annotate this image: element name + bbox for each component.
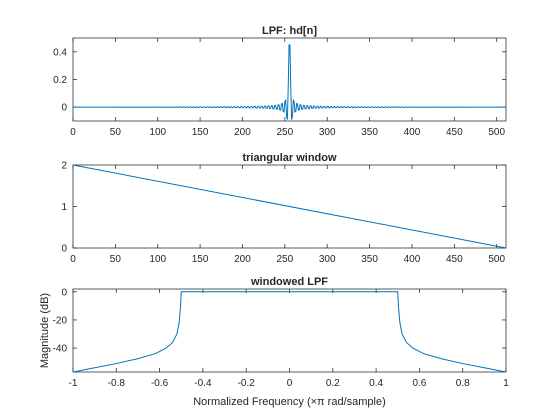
series-line [72,164,507,249]
y-tick-label: 0.2 [53,75,67,86]
x-tick-label: 150 [192,127,209,138]
x-tick-label: 250 [276,127,293,138]
subplot-lpf-impulse-response: LPF: hd[n] 0 50 100 150 200 250 300 350 400 450 50… [53,25,507,138]
y-axis-label: Magnitude (dB) [39,293,51,368]
x-tick-label: 100 [149,254,166,265]
y-tick-label: 0 [61,244,67,255]
x-tick-label: 350 [361,254,378,265]
x-tick-label: 1 [503,378,509,389]
x-tick-label: 0 [287,378,293,389]
axes-frame [72,37,507,122]
x-ticks: -1 -0.8 -0.6 -0.4 -0.2 0 0.2 0.4 0.6 0.8 1 [69,289,509,389]
x-tick-label: 300 [319,254,336,265]
subplot-title: windowed LPF [250,276,328,288]
subplot-title: triangular window [242,152,337,164]
x-tick-label: 0.8 [456,378,470,389]
x-tick-label: 450 [446,127,463,138]
y-tick-label: 2 [61,161,67,172]
x-tick-label: 400 [404,127,421,138]
x-tick-label: 300 [319,127,336,138]
x-tick-label: -0.8 [108,378,126,389]
subplot-windowed-lpf: windowed LPF -1 -0.8 -0.6 -0.4 -0.2 0 0.2 0.4 0.… [39,276,509,408]
x-tick-label: 100 [149,127,166,138]
subplot-title: LPF: hd[n] [262,25,317,37]
x-tick-label: 0.2 [326,378,340,389]
x-tick-label: 500 [488,254,505,265]
x-tick-label: -0.6 [151,378,169,389]
x-tick-label: 350 [361,127,378,138]
x-tick-label: 50 [110,254,122,265]
x-tick-label: 250 [276,254,293,265]
y-tick-label: 1 [61,202,67,213]
y-tick-label: 0 [61,103,67,114]
x-tick-label: 500 [488,127,505,138]
x-ticks: 0 50 100 150 200 250 300 350 400 450 500 [70,165,505,265]
x-tick-label: 450 [446,254,463,265]
x-tick-label: -0.4 [194,378,212,389]
axes-frame [72,288,507,373]
x-tick-label: -1 [69,378,78,389]
x-ticks: 0 50 100 150 200 250 300 350 400 450 500 [70,38,505,138]
series-line [72,291,507,373]
x-tick-label: 200 [234,254,251,265]
x-tick-label: 200 [234,127,251,138]
x-tick-label: 150 [192,254,209,265]
series-line [73,44,506,120]
x-tick-label: 0.4 [369,378,383,389]
y-tick-label: -20 [53,315,68,326]
y-tick-label: 0.4 [53,47,67,58]
x-axis-label: Normalized Frequency (×π rad/sample) [193,396,386,408]
x-tick-label: 0 [70,254,76,265]
x-tick-label: -0.2 [238,378,256,389]
y-tick-label: 0 [61,287,67,298]
subplot-triangular-window: triangular window 0 50 100 150 200 250 300 350 4… [61,152,507,265]
x-tick-label: 400 [404,254,421,265]
x-tick-label: 0.6 [412,378,426,389]
x-tick-label: 0 [70,127,76,138]
x-tick-label: 50 [110,127,122,138]
y-ticks: 0 -20 -40 [53,287,506,355]
y-tick-label: -40 [53,344,68,355]
